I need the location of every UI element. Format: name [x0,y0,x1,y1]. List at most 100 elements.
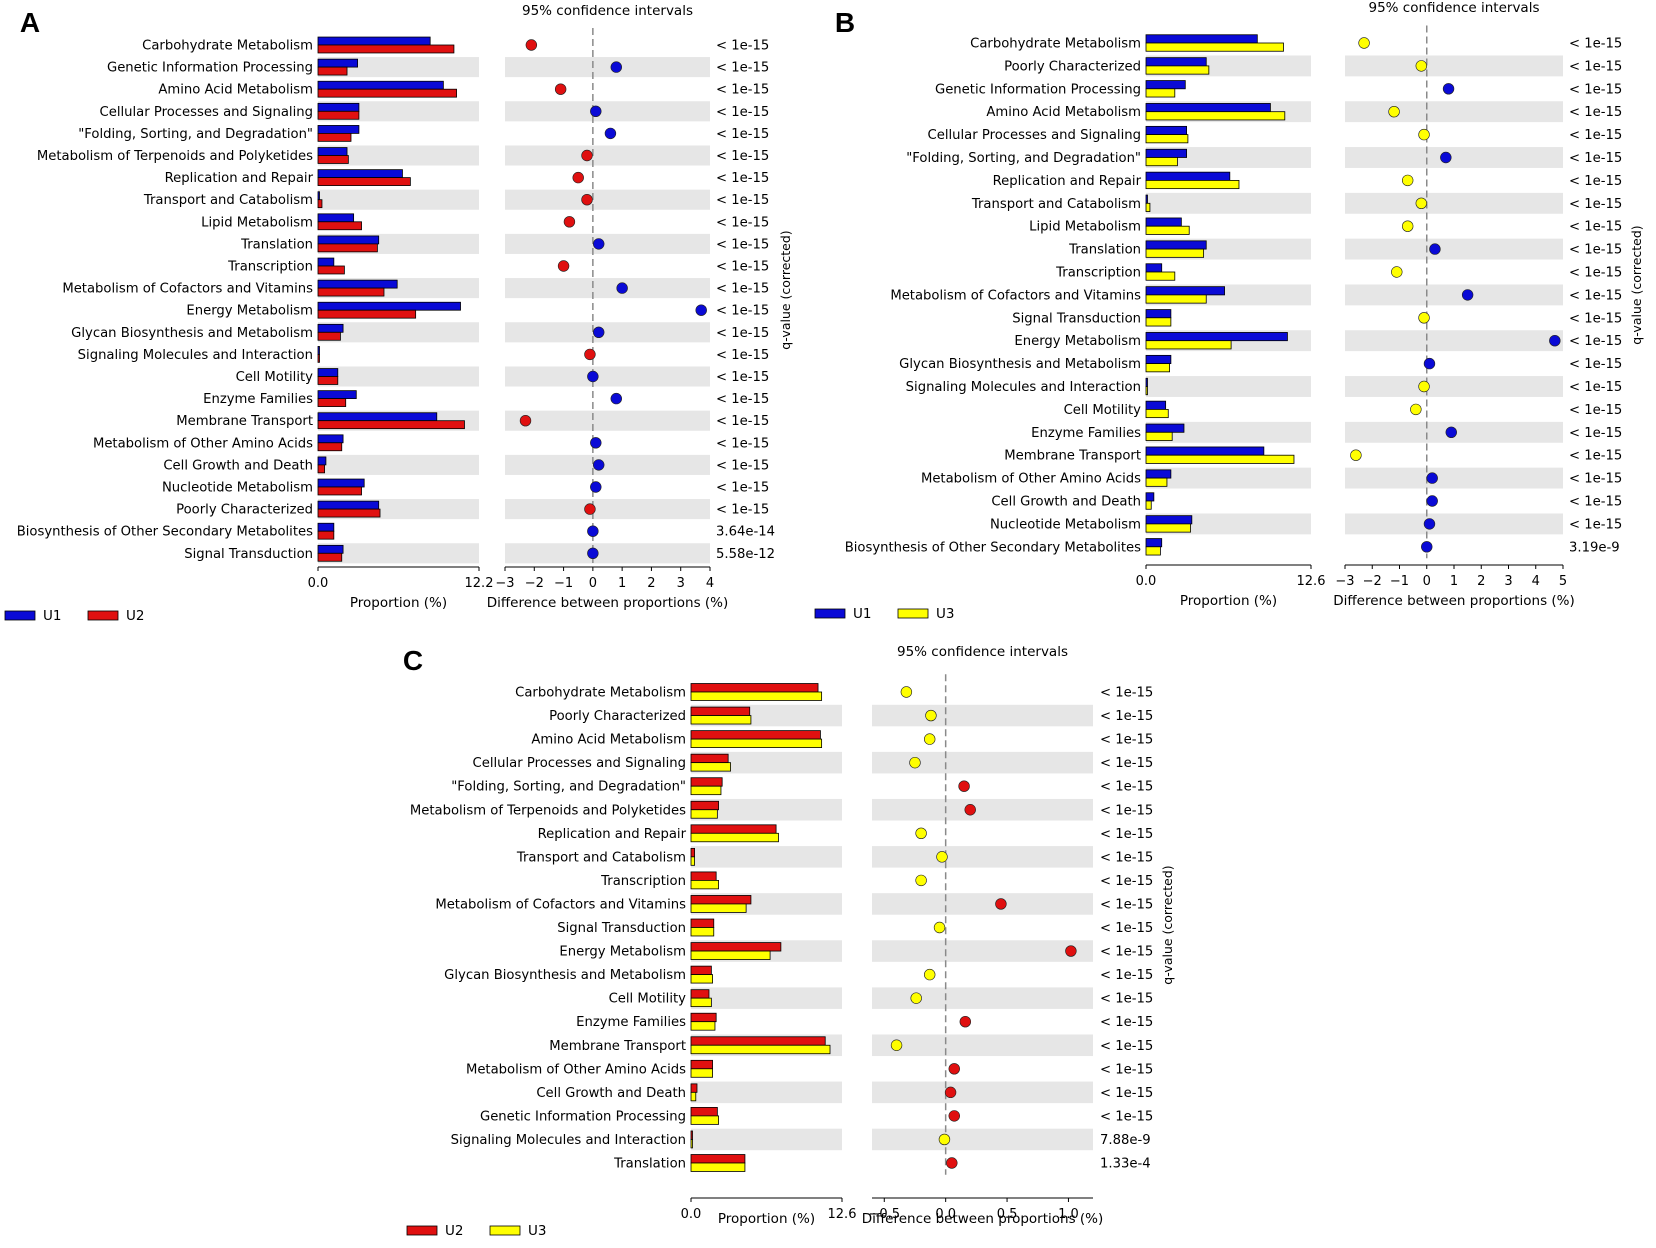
difference-point [525,39,538,51]
bar-u1 [317,346,320,355]
bar-u3 [690,1091,697,1102]
bar-u2 [690,683,819,693]
diff-axis-label: Difference between proportions (%) [862,1211,1104,1227]
legend-label: U3 [936,606,954,622]
q-value: < 1e-15 [1100,686,1153,701]
bar-u1 [317,58,358,68]
panel-c: C Carbohydrate Metabolism Poorly Character… [403,644,1175,1239]
bar-u1 [317,301,461,311]
category-label: Lipid Metabolism [201,215,313,230]
bar-u3 [1145,500,1152,510]
ci-title: 95% confidence intervals [522,3,693,19]
bar-axis-tick-label: 12.6 [1297,574,1326,589]
category-label: "Folding, Sorting, and Degradation" [78,127,313,142]
q-value: < 1e-15 [716,326,769,341]
category-label: Transport and Catabolism [143,193,313,208]
row-band [1345,55,1563,77]
category-label: Amino Acid Metabolism [986,105,1141,120]
difference-point [1423,357,1436,370]
bar-u1 [1145,309,1172,319]
q-value: < 1e-15 [716,304,769,319]
row-band [691,1081,842,1104]
bar-u3 [690,950,771,960]
qvalue-axis-label: q-value (corrected) [778,230,793,349]
difference-point [964,804,976,816]
bar-axis-label: Proportion (%) [350,595,447,611]
q-value: < 1e-15 [1569,128,1622,143]
bar-u2 [690,918,715,928]
bar-u3 [690,1162,746,1172]
bar-u2 [690,1130,693,1140]
bar-u3 [1145,134,1189,144]
category-label: Cellular Processes and Signaling [928,128,1141,143]
q-value: < 1e-15 [716,105,769,120]
bar-u2 [690,1154,746,1164]
bar-u3 [1145,65,1210,75]
difference-point [695,304,707,316]
category-label: Metabolism of Terpenoids and Polyketides [410,803,686,818]
row-band [505,57,710,78]
bar-u3 [690,1139,693,1149]
difference-point [933,921,946,934]
difference-point [1442,83,1455,95]
difference-point [1549,335,1561,347]
q-value: < 1e-15 [1569,288,1622,303]
row-band [872,893,1093,915]
row-band [505,410,710,431]
bar-axis-tick-label: 0.0 [1136,574,1157,589]
difference-point [587,547,599,559]
row-band [691,987,842,1009]
bar-u3 [690,691,823,701]
q-value: < 1e-15 [716,503,769,518]
category-label: Lipid Metabolism [1029,220,1141,235]
bar-u3 [690,927,715,937]
q-value: < 1e-15 [716,260,769,275]
bar-u1 [1145,377,1148,387]
legend-label: U1 [853,606,871,622]
bar-u2 [317,442,343,452]
q-value: < 1e-15 [716,392,769,407]
panel-a: A Carbohydrate Metabolism Genetic Informat… [4,3,793,624]
row-band [1345,284,1563,306]
row-band [872,1034,1093,1057]
difference-point [1415,60,1428,72]
bar-u2 [317,376,339,385]
bar-u3 [1145,363,1170,373]
row-band [505,101,710,122]
bar-u2 [317,309,417,319]
bar-u2 [317,353,320,363]
difference-point [1065,945,1077,957]
category-label: Poorly Characterized [176,503,313,518]
bar-u2 [690,1107,718,1117]
diff-axis-tick-label: 4 [706,576,714,591]
row-band [505,189,710,210]
q-value: < 1e-15 [1569,37,1622,52]
category-label: Glycan Biosynthesis and Metabolism [444,968,686,983]
bar-u3 [1145,248,1205,258]
category-label: Translation [240,237,313,252]
difference-point [590,481,602,493]
legend-label: U2 [445,1223,463,1239]
difference-point [948,1063,960,1075]
bar-u2 [317,132,352,142]
difference-point [900,686,913,698]
diff-axis-tick-label: 2 [647,576,655,591]
q-value: 5.58e-12 [716,547,775,562]
difference-point [958,780,970,792]
category-label: Carbohydrate Metabolism [142,39,313,54]
row-band [1146,421,1311,443]
difference-point [890,1039,903,1051]
bar-u2 [690,942,782,952]
category-label: Signal Transduction [184,547,313,562]
legend-swatch [87,610,119,621]
row-band [1345,192,1563,214]
bar-u1 [1145,34,1258,44]
q-value: < 1e-15 [1100,1039,1153,1054]
bar-u3 [690,974,713,984]
q-value: < 1e-15 [1569,334,1622,349]
bar-u1 [317,125,360,134]
q-value: < 1e-15 [1100,874,1153,889]
difference-point [572,171,584,184]
bar-u2 [317,66,348,76]
category-label: Membrane Transport [176,414,313,429]
